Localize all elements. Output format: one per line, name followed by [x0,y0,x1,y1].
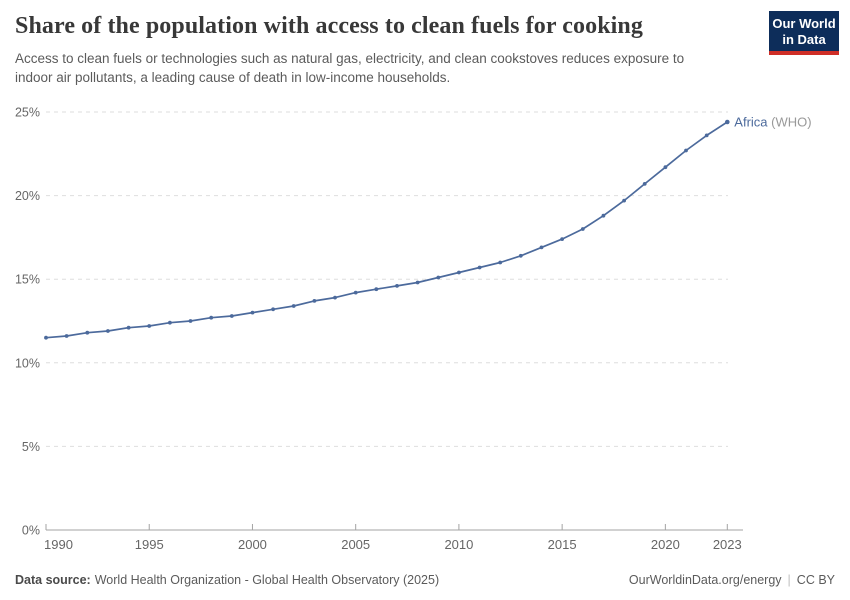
data-point-marker [477,265,482,270]
data-point-marker [560,237,564,242]
data-point-marker [622,198,626,203]
data-point-marker [518,253,523,258]
data-point-marker [291,304,296,308]
data-source-label: Data source: [15,573,91,587]
data-point-marker [44,335,48,340]
license-link[interactable]: CC BY [796,573,835,587]
data-point-marker [106,329,110,333]
data-point-marker [580,227,585,231]
page-title: Share of the population with access to c… [15,13,643,39]
series-end-label: Africa (WHO) [734,115,811,130]
owid-logo-line-1: Our World [772,16,836,31]
data-point-marker [312,299,317,303]
data-point-marker [642,182,647,186]
data-source: Data source: World Health Organization - … [15,573,439,587]
subtitle-line-1: Access to clean fuels or technologies su… [15,51,685,66]
y-tick-label: 0% [22,524,40,538]
y-tick-label: 10% [15,356,40,370]
data-point-marker [209,315,214,320]
data-point-marker [353,290,358,295]
data-point-marker [147,324,152,328]
line-chart-canvas: 0% 5% 10% 15% 20% 25% 1990 1995 2000 2005 2010 2015… [15,106,812,553]
data-point-marker [539,245,544,250]
data-point-marker [457,270,461,275]
y-tick-label: 15% [15,273,40,287]
data-point-marker [436,275,441,280]
data-point-marker [684,148,688,153]
data-point-marker [168,320,172,325]
y-tick-label: 25% [15,106,40,120]
y-tick-label: 20% [15,189,40,203]
data-point-marker [704,133,709,138]
data-point-marker [64,334,69,338]
data-point-marker [229,314,234,318]
x-tick-label: 2015 [548,537,577,552]
footer-links: OurWorldinData.org/energy | CC BY [629,573,835,587]
data-point-marker [188,319,193,323]
series-line [45,121,729,339]
data-point-marker [498,260,503,265]
y-tick-label: 5% [22,440,40,454]
data-point-marker [395,284,399,288]
x-tick-label: 2010 [444,537,473,552]
data-point-marker [374,287,379,292]
x-tick-label: 2005 [341,537,370,552]
subtitle-line-2: indoor air pollutants, a leading cause o… [15,70,451,85]
owid-url-link[interactable]: OurWorldinData.org/energy [628,573,782,587]
data-point-marker [250,310,255,315]
data-source-text: World Health Organization - Global Healt… [94,573,440,587]
chart-header: Share of the population with access to c… [15,13,760,87]
data-point-marker [725,119,730,125]
x-tick-label: 1995 [135,537,164,552]
x-tick-label: 2000 [238,537,267,552]
owid-logo-line-2: in Data [782,32,826,47]
footer-separator: | [787,573,791,587]
chart-subtitle: Access to clean fuels or technologies su… [15,49,760,87]
chart-footer: Data source: World Health Organization - … [15,573,835,587]
data-point-marker [333,295,337,300]
x-tick-label: 2023 [713,537,742,552]
data-point-marker [85,330,90,335]
data-point-marker [271,307,275,312]
x-tick-label: 2020 [651,537,680,552]
data-point-marker [415,280,420,285]
x-tick-label: 1990 [44,537,73,552]
data-point-marker [126,325,131,330]
data-point-marker [663,165,668,170]
owid-logo[interactable]: Our World in Data [769,11,839,55]
data-point-marker [601,213,606,218]
